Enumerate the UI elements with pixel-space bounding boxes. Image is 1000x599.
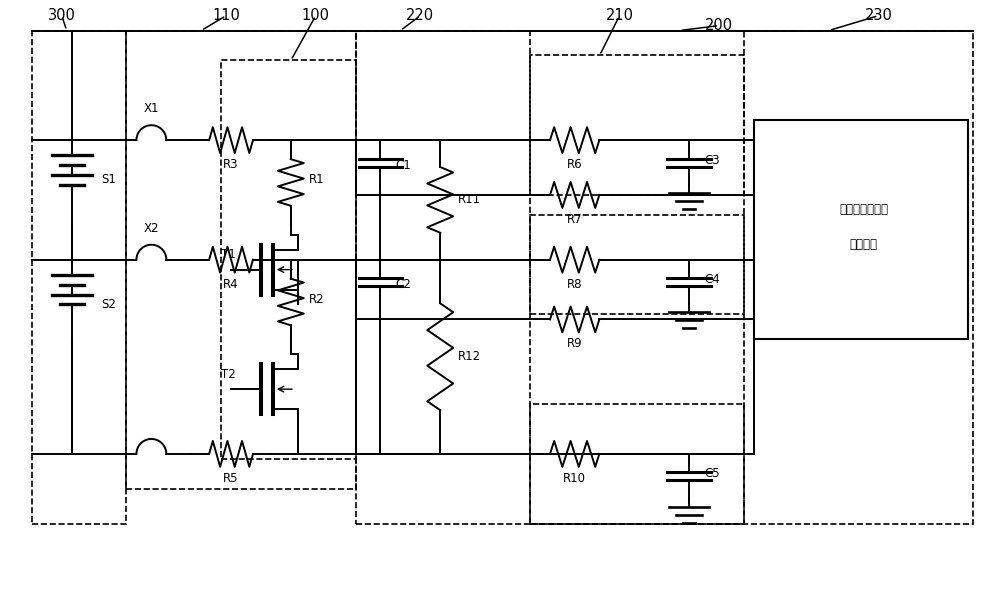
- Text: 210: 210: [606, 8, 634, 23]
- Text: 110: 110: [212, 8, 240, 23]
- Text: X2: X2: [144, 222, 159, 235]
- Text: X1: X1: [144, 102, 159, 115]
- Text: C3: C3: [704, 153, 720, 167]
- Text: R12: R12: [458, 350, 481, 363]
- FancyBboxPatch shape: [754, 120, 968, 340]
- Text: C2: C2: [395, 278, 411, 291]
- Text: R3: R3: [223, 158, 239, 171]
- Text: R11: R11: [458, 193, 481, 207]
- Text: 驱动电路: 驱动电路: [850, 238, 878, 251]
- Text: R8: R8: [567, 277, 582, 291]
- Text: 100: 100: [302, 8, 330, 23]
- Text: C5: C5: [704, 467, 720, 480]
- Text: 220: 220: [406, 8, 434, 23]
- Text: 230: 230: [865, 8, 892, 23]
- Text: 200: 200: [705, 18, 733, 33]
- Text: R9: R9: [567, 337, 583, 350]
- Text: R2: R2: [309, 293, 324, 306]
- Text: R4: R4: [223, 277, 239, 291]
- Text: 300: 300: [48, 8, 76, 23]
- Text: R7: R7: [567, 213, 583, 226]
- Text: R6: R6: [567, 158, 583, 171]
- Text: T1: T1: [221, 248, 236, 261]
- Text: R10: R10: [563, 472, 586, 485]
- Text: 电压采集和均衡: 电压采集和均衡: [839, 203, 888, 216]
- Text: T2: T2: [221, 368, 236, 381]
- Text: R1: R1: [309, 174, 324, 186]
- Text: R5: R5: [223, 472, 239, 485]
- Text: S2: S2: [102, 298, 116, 311]
- Text: C1: C1: [395, 159, 411, 171]
- Text: C4: C4: [704, 273, 720, 286]
- Text: S1: S1: [102, 174, 116, 186]
